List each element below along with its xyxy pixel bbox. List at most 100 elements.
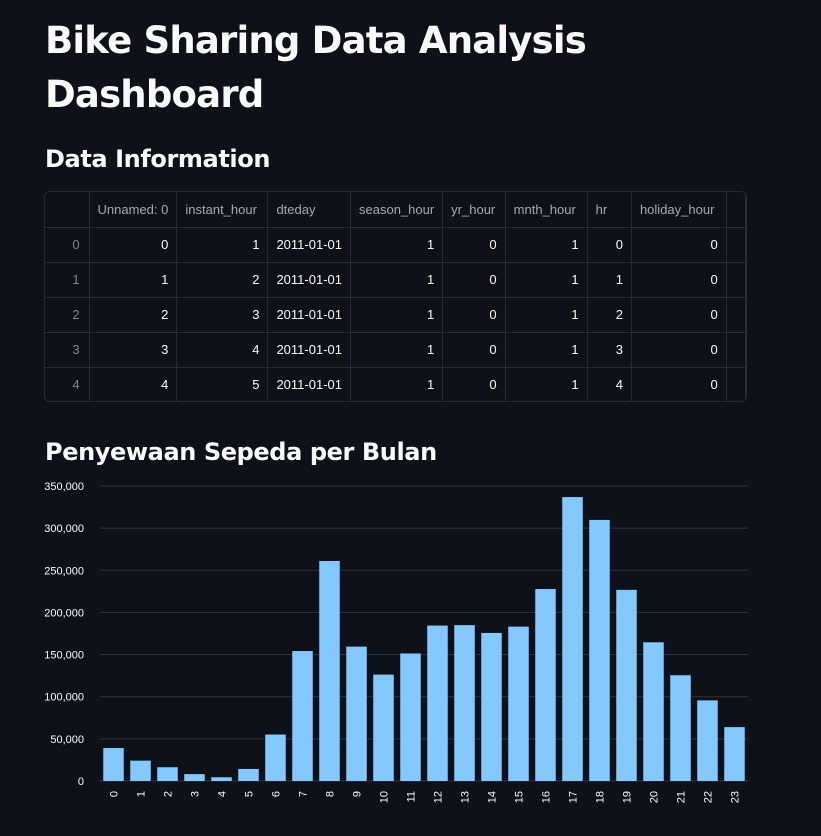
- table-cell[interactable]: 1: [587, 262, 632, 298]
- table-cell[interactable]: 1: [350, 367, 444, 401]
- bar[interactable]: [562, 497, 583, 781]
- bar[interactable]: [427, 625, 448, 781]
- table-cell[interactable]: 0: [631, 227, 727, 263]
- data-info-heading: Data Information: [45, 145, 270, 173]
- table-cell[interactable]: 2: [176, 262, 269, 298]
- bar[interactable]: [589, 519, 610, 781]
- table-cell[interactable]: 0: [442, 297, 506, 333]
- table-cell[interactable]: 1: [350, 332, 444, 368]
- x-tick-label: 13: [460, 791, 472, 803]
- x-tick-label: 17: [568, 791, 580, 803]
- x-tick-label: 3: [190, 791, 202, 797]
- row-index-cell[interactable]: 3: [45, 332, 90, 368]
- bar[interactable]: [697, 700, 718, 781]
- table-cell[interactable]: 2011-01-01: [267, 332, 351, 368]
- bar[interactable]: [265, 734, 286, 781]
- bar[interactable]: [454, 625, 475, 781]
- bar[interactable]: [319, 561, 340, 781]
- table-cell[interactable]: 3: [89, 332, 178, 368]
- table-cell[interactable]: 4: [89, 367, 178, 401]
- table-cell[interactable]: 3: [587, 332, 632, 368]
- bar[interactable]: [535, 589, 556, 781]
- table-cell[interactable]: 0: [442, 332, 506, 368]
- data-table-frame[interactable]: Unnamed: 0 instant_hour dteday season_ho…: [44, 191, 747, 402]
- column-header[interactable]: mnth_hour: [505, 192, 588, 228]
- table-cell[interactable]: 4: [587, 367, 632, 401]
- data-table: Unnamed: 0 instant_hour dteday season_ho…: [45, 192, 746, 401]
- bar[interactable]: [184, 774, 205, 781]
- bar[interactable]: [670, 675, 691, 781]
- column-header[interactable]: dteday: [267, 192, 351, 228]
- table-cell[interactable]: 0: [89, 227, 178, 263]
- bar[interactable]: [211, 777, 232, 781]
- bar[interactable]: [508, 626, 529, 781]
- table-cell[interactable]: 0: [442, 367, 506, 401]
- y-tick-label: 250,000: [44, 565, 84, 577]
- column-header[interactable]: Unnamed: 0: [89, 192, 178, 228]
- table-cell[interactable]: 1: [505, 367, 588, 401]
- table-cell[interactable]: 0: [631, 332, 727, 368]
- table-cell[interactable]: 1: [350, 297, 444, 333]
- column-header[interactable]: instant_hour: [176, 192, 269, 228]
- table-cell[interactable]: 2011-01-01: [267, 297, 351, 333]
- bar[interactable]: [481, 632, 502, 781]
- table-cell[interactable]: 1: [89, 262, 178, 298]
- bar[interactable]: [292, 651, 313, 781]
- column-header-cutoff: [726, 192, 746, 228]
- table-cell[interactable]: 2: [89, 297, 178, 333]
- row-index-cell[interactable]: 2: [45, 297, 90, 333]
- row-index-cell[interactable]: 0: [45, 227, 90, 263]
- x-tick-label: 15: [514, 791, 526, 803]
- table-cell[interactable]: 2011-01-01: [267, 262, 351, 298]
- table-row: 1 1 2 2011-01-01 1 0 1 1 0: [45, 262, 746, 298]
- table-cell[interactable]: 1: [505, 227, 588, 263]
- table-cell[interactable]: 1: [350, 227, 444, 263]
- table-cell[interactable]: 1: [505, 262, 588, 298]
- bar[interactable]: [346, 646, 367, 781]
- x-tick-label: 16: [541, 791, 553, 803]
- bar-chart: 0 50,000 100,000 150,000 200,000 250,000 300,0…: [44, 481, 748, 803]
- table-cell[interactable]: 2011-01-01: [267, 367, 351, 401]
- bar[interactable]: [238, 768, 259, 781]
- bar[interactable]: [373, 674, 394, 781]
- bar[interactable]: [400, 653, 421, 781]
- table-cell[interactable]: 1: [505, 297, 588, 333]
- table-cell[interactable]: 5: [176, 367, 269, 401]
- table-cell[interactable]: 0: [631, 262, 727, 298]
- table-cell[interactable]: 0: [442, 262, 506, 298]
- bar[interactable]: [643, 642, 664, 781]
- column-header[interactable]: season_hour: [350, 192, 444, 228]
- y-tick-label: 350,000: [44, 481, 84, 493]
- table-cell-cutoff: [726, 262, 746, 298]
- x-tick-label: 11: [406, 791, 418, 802]
- column-header[interactable]: hr: [587, 192, 632, 228]
- column-header[interactable]: holiday_hour: [631, 192, 727, 228]
- x-tick-label: 2: [163, 791, 175, 797]
- table-cell[interactable]: 0: [631, 367, 727, 401]
- table-header-row: Unnamed: 0 instant_hour dteday season_ho…: [45, 192, 746, 228]
- row-index-cell[interactable]: 4: [45, 367, 90, 401]
- bar[interactable]: [157, 767, 178, 781]
- bar[interactable]: [130, 760, 151, 781]
- table-row: 2 2 3 2011-01-01 1 0 1 2 0: [45, 297, 746, 333]
- column-header[interactable]: yr_hour: [442, 192, 506, 228]
- bar[interactable]: [103, 748, 124, 781]
- table-cell[interactable]: 0: [442, 227, 506, 263]
- x-tick-label: 18: [595, 791, 607, 803]
- table-cell[interactable]: 0: [587, 227, 632, 263]
- table-cell[interactable]: 1: [350, 262, 444, 298]
- index-header[interactable]: [45, 192, 90, 228]
- table-cell[interactable]: 3: [176, 297, 269, 333]
- row-index-cell[interactable]: 1: [45, 262, 90, 298]
- table-cell[interactable]: 4: [176, 332, 269, 368]
- x-tick-label: 10: [379, 791, 391, 803]
- table-cell[interactable]: 2: [587, 297, 632, 333]
- table-cell[interactable]: 1: [505, 332, 588, 368]
- x-tick-label: 4: [217, 791, 229, 797]
- table-cell[interactable]: 1: [176, 227, 269, 263]
- bar[interactable]: [616, 589, 637, 781]
- table-cell[interactable]: 0: [631, 297, 727, 333]
- x-tick-label: 23: [730, 791, 742, 803]
- bar[interactable]: [724, 727, 745, 781]
- table-cell[interactable]: 2011-01-01: [267, 227, 351, 263]
